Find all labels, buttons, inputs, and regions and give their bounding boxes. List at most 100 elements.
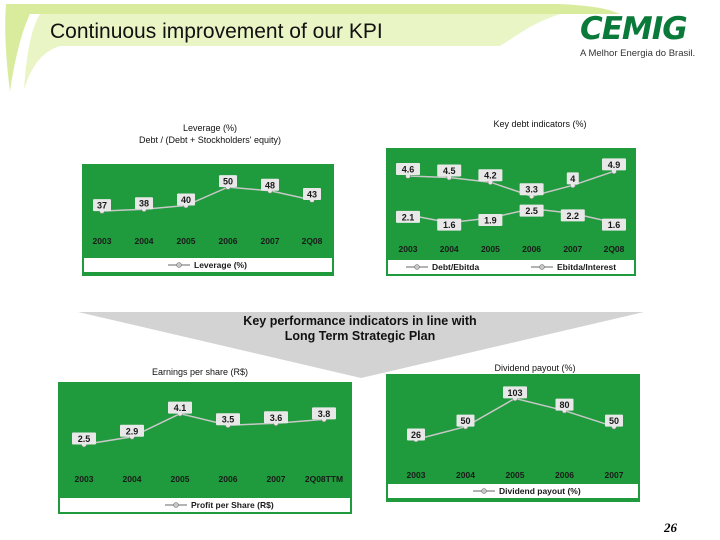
chart-background xyxy=(82,164,334,276)
legend-box xyxy=(60,498,350,512)
data-label: 2.5 xyxy=(525,206,538,216)
data-label: 4.9 xyxy=(608,160,621,170)
data-label: 38 xyxy=(139,199,149,209)
data-label-box xyxy=(503,386,527,399)
x-tick-label: 2005 xyxy=(177,236,196,246)
leverage-caption-title: Leverage (%) xyxy=(182,123,238,133)
leverage-chart-svg: 37 38 40 50 48 43 2003 2004 2005 2006 2007 2Q08 Leve… xyxy=(82,164,334,276)
title-swoosh-decoration xyxy=(5,4,620,92)
legend-box xyxy=(388,260,634,274)
data-label: 2.2 xyxy=(567,211,580,221)
page-title: Continuous improvement of our KPI xyxy=(50,20,383,43)
data-label-box xyxy=(605,414,623,427)
debt-indicators-chart-svg: 2.1 1.6 1.9 2.5 2.2 1.6 4.6 4.5 4.2 3.3 4 4.9 2003 20… xyxy=(386,148,636,276)
data-label-box xyxy=(264,411,288,424)
data-label: 1.6 xyxy=(608,220,621,230)
data-label-box xyxy=(437,218,462,231)
data-label: 50 xyxy=(223,177,233,187)
data-label-box xyxy=(261,178,279,191)
data-label: 48 xyxy=(265,180,275,190)
data-label-box xyxy=(135,197,153,210)
legend-label: Dividend payout (%) xyxy=(499,486,581,496)
data-label: 43 xyxy=(307,190,317,200)
x-tick-label: 2007 xyxy=(605,470,624,480)
x-tick-label: 2006 xyxy=(219,236,238,246)
data-label: 4.1 xyxy=(174,403,187,413)
page-number: 26 xyxy=(664,520,677,535)
data-label-box xyxy=(72,432,96,445)
x-tick-label: 2005 xyxy=(171,474,190,484)
x-tick-label: 2004 xyxy=(456,470,475,480)
x-tick-label: 2003 xyxy=(75,474,94,484)
x-tick-label: 2007 xyxy=(267,474,286,484)
data-label: 4.2 xyxy=(484,171,497,181)
legend-box xyxy=(84,258,332,272)
x-tick-label: 2Q08 xyxy=(604,244,625,254)
data-label-box xyxy=(303,188,321,200)
leverage-caption-subtitle: Debt / (Debt + Stockholders' equity) xyxy=(138,135,282,145)
data-label-box xyxy=(602,218,626,231)
data-label: 40 xyxy=(181,195,191,205)
x-tick-label: 2004 xyxy=(440,244,459,254)
data-label: 2.5 xyxy=(78,434,91,444)
data-label: 26 xyxy=(411,430,421,440)
data-label: 4.5 xyxy=(443,166,456,176)
data-label: 4.6 xyxy=(402,165,415,175)
data-label: 37 xyxy=(97,201,107,211)
data-label: 2.1 xyxy=(402,212,415,222)
data-label-box xyxy=(396,163,420,175)
banner-text: Key performance indicators in line with … xyxy=(200,314,520,344)
legend-swatch-marker xyxy=(173,502,179,508)
data-label: 3.8 xyxy=(318,409,331,419)
data-label: 50 xyxy=(609,416,619,426)
data-label: 2.9 xyxy=(126,426,139,436)
eps-chart: 2.5 2.9 4.1 3.5 3.6 3.8 2003 2004 2005 2006 2007 2Q… xyxy=(58,382,352,514)
x-tick-label: 2007 xyxy=(563,244,582,254)
data-label-box xyxy=(93,199,111,212)
data-label-box xyxy=(177,193,195,206)
x-tick-label: 2004 xyxy=(123,474,142,484)
legend-swatch-marker xyxy=(481,488,487,494)
data-label-box xyxy=(478,214,503,226)
data-label-box xyxy=(566,172,579,185)
x-tick-label: 2005 xyxy=(506,470,525,480)
banner-line-1: Key performance indicators in line with xyxy=(243,314,477,328)
dividend-chart: 26 50 103 80 50 2003 2004 2005 2006 2007 Dividend … xyxy=(386,374,640,502)
chart-background xyxy=(386,148,636,276)
data-label-box xyxy=(312,407,336,420)
data-label-box xyxy=(396,210,420,223)
legend-swatch-marker xyxy=(539,264,545,270)
data-label: 3.6 xyxy=(270,413,283,423)
data-label: 3.5 xyxy=(222,415,235,425)
data-label: 3.3 xyxy=(525,185,538,195)
x-tick-label: 2004 xyxy=(135,236,154,246)
logo-tagline: A Melhor Energia do Brasil. xyxy=(580,48,696,59)
series-line-0 xyxy=(101,186,313,212)
data-label: 1.9 xyxy=(484,216,497,226)
data-label-box xyxy=(219,175,237,188)
data-label-box xyxy=(555,398,574,411)
eps-caption: Earnings per share (R$) xyxy=(120,366,280,378)
x-tick-label: 2Q08 xyxy=(302,236,323,246)
data-label-box xyxy=(407,428,425,441)
data-label-box xyxy=(478,169,503,182)
dividend-caption-title: Dividend payout (%) xyxy=(494,363,576,373)
legend-label: Profit per Share (R$) xyxy=(191,500,274,510)
data-label-box xyxy=(168,401,192,414)
data-label-box xyxy=(437,164,462,177)
debt-indicators-chart: 2.1 1.6 1.9 2.5 2.2 1.6 4.6 4.5 4.2 3.3 4 4.9 2003 20… xyxy=(386,148,636,276)
data-label-box xyxy=(120,424,144,437)
series-line-1 xyxy=(407,170,615,198)
leverage-caption: Leverage (%) Debt / (Debt + Stockholders… xyxy=(110,122,310,146)
debt-indicators-caption: Key debt indicators (%) xyxy=(440,118,640,130)
logo-wordmark: CEMIG xyxy=(580,11,688,47)
data-label: 4 xyxy=(570,174,575,184)
x-tick-label: 2007 xyxy=(261,236,280,246)
data-label: 103 xyxy=(507,388,522,398)
data-label-box xyxy=(560,209,585,222)
banner-line-2: Long Term Strategic Plan xyxy=(284,329,436,343)
legend-label: Ebitda/Interest xyxy=(557,262,616,272)
x-tick-label: 2005 xyxy=(481,244,500,254)
dividend-chart-svg: 26 50 103 80 50 2003 2004 2005 2006 2007 Dividend … xyxy=(386,374,640,502)
legend-swatch-marker xyxy=(414,264,420,270)
